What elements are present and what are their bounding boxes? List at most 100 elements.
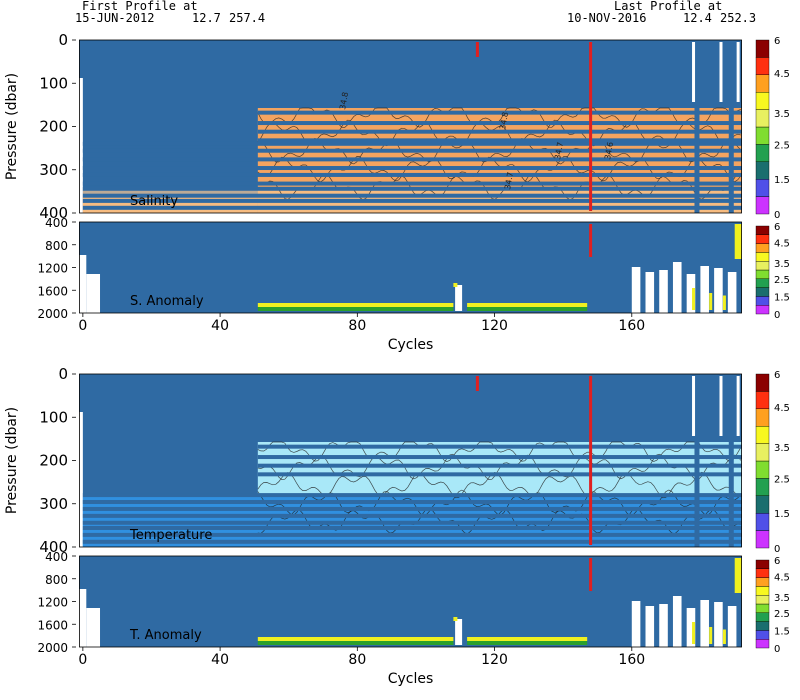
sampling-band	[82, 193, 742, 198]
colorbar-tick-label: 6	[774, 36, 780, 47]
x-tick-label: 40	[211, 652, 229, 668]
sampling-band	[82, 520, 742, 525]
colorbar-swatch	[755, 460, 770, 479]
x-tick-label: 0	[78, 318, 87, 334]
colorbar-swatch	[755, 639, 770, 649]
panel-frame	[79, 221, 742, 314]
no-data-region	[79, 255, 87, 313]
colorbar-swatch	[755, 39, 770, 58]
panel-label: Temperature	[129, 528, 212, 543]
colorbar-swatch	[755, 586, 770, 596]
colorbar-swatch	[755, 495, 770, 514]
contour-label: 34.8	[338, 91, 350, 110]
no-data-region	[86, 274, 101, 313]
x-tick-label: 120	[481, 652, 508, 668]
colorbar-tick-label: 1.5	[774, 509, 790, 520]
colorbar-swatch	[755, 559, 770, 570]
first-profile-label: First Profile at	[82, 0, 198, 13]
colorbar-tick-label: 2.5	[774, 609, 790, 620]
y-tick-label: 1600	[37, 284, 68, 298]
missing-profile-gap	[672, 262, 682, 313]
missing-profile-gap	[645, 272, 655, 313]
x-tick-label: 160	[618, 652, 645, 668]
last-profile-lat: 12.4	[683, 11, 712, 25]
profile-column	[694, 102, 700, 213]
qc-flag-column	[589, 224, 593, 257]
x-tick-label: 160	[618, 318, 645, 334]
sampling-band	[82, 166, 742, 171]
x-tick-label: 80	[348, 318, 366, 334]
qc-flag-column	[589, 558, 593, 591]
colorbar-swatch	[755, 243, 770, 253]
first-profile-lon: 257.4	[229, 11, 266, 25]
missing-profile-gap	[631, 601, 641, 647]
sampling-band	[82, 500, 742, 505]
missing-profile-gap	[736, 42, 740, 102]
missing-profile-gap	[692, 42, 696, 102]
last-profile-date: 10-NOV-2016	[567, 11, 647, 25]
anomaly-yellow-spot	[692, 622, 696, 644]
colorbar-swatch	[755, 144, 770, 162]
anomaly-green-band	[467, 641, 588, 645]
colorbar-swatch	[755, 269, 770, 280]
colorbar-tick-label: 3.5	[774, 443, 790, 454]
colorbar-swatch	[755, 57, 770, 76]
y-tick-label: 0	[58, 31, 68, 49]
anomaly-yellow-block	[734, 558, 742, 593]
colorbar-tick-label: 2.5	[774, 474, 790, 485]
y-tick-label: 300	[39, 161, 68, 179]
colorbar-swatch	[755, 278, 770, 288]
profile-column	[728, 102, 734, 213]
missing-profile-gap	[659, 604, 668, 647]
y-tick-label: 200	[39, 118, 68, 136]
colorbar-swatch	[755, 612, 770, 622]
missing-profile-gap	[659, 270, 668, 313]
sampling-band	[82, 186, 742, 191]
y-tick-label: 800	[45, 239, 68, 253]
anomaly-yellow-spot	[722, 629, 726, 644]
y-tick-label: 2000	[37, 641, 68, 655]
colorbar-swatch	[755, 305, 770, 315]
sampling-band	[257, 121, 742, 126]
colorbar-tick-label: 1.5	[774, 292, 790, 303]
y-tick-label: 200	[39, 452, 68, 470]
contour-label: 34.7	[553, 141, 565, 160]
sampling-band	[82, 525, 742, 530]
missing-profile-gap	[645, 606, 655, 647]
sampling-band	[257, 472, 742, 477]
colorbar-swatch	[755, 577, 770, 587]
anomaly-panel	[79, 221, 742, 314]
first-profile-lat: 12.7	[192, 11, 221, 25]
colorbar-tick-label: 2.5	[774, 140, 790, 151]
anomaly-field	[79, 556, 742, 647]
colorbar-swatch	[755, 252, 770, 262]
colorbar-swatch	[755, 443, 770, 462]
qc-flag-column	[589, 42, 593, 211]
colorbar-tick-label: 0	[774, 210, 780, 221]
panel-frame	[79, 39, 742, 214]
colorbar-swatch	[755, 630, 770, 640]
sampling-band	[82, 493, 742, 498]
colorbar-tick-label: 1.5	[774, 626, 790, 637]
panel-label: T. Anomaly	[129, 628, 202, 643]
y-axis-label: Pressure (dbar)	[4, 407, 20, 514]
colorbar-tick-label: 4.5	[774, 69, 790, 80]
colorbar-swatch	[755, 373, 770, 392]
colorbar-tick-label: 0	[774, 310, 780, 321]
colorbar-tick-label: 0	[774, 644, 780, 655]
x-tick-label: 80	[348, 652, 366, 668]
last-profile-lon: 252.3	[720, 11, 757, 25]
y-tick-label: 1600	[37, 618, 68, 632]
sampling-band	[82, 506, 742, 511]
colorbar-swatch	[755, 91, 770, 110]
colorbar-tick-label: 6	[774, 222, 780, 233]
colorbar-tick-label: 4.5	[774, 403, 790, 414]
x-tick-label: 0	[78, 652, 87, 668]
colorbar-swatch	[755, 178, 770, 197]
colorbar-swatch	[755, 595, 770, 605]
anomaly-gap	[455, 619, 463, 645]
colorbar-tick-label: 1.5	[774, 175, 790, 186]
colorbar-tick-label: 4.5	[774, 573, 790, 584]
